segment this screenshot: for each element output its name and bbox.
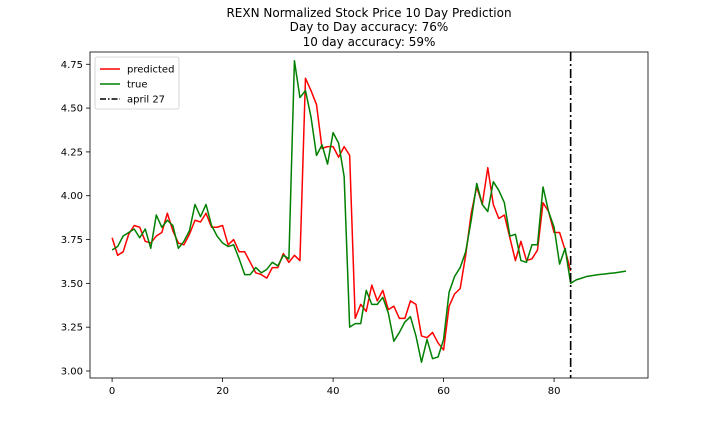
legend: predicted true april 27 — [94, 56, 180, 110]
legend-label-april-27: april 27 — [127, 95, 165, 106]
x-tick-label: 0 — [109, 386, 115, 397]
chart-title-line-3: 10 day accuracy: 59% — [303, 35, 436, 49]
x-tick-label: 80 — [548, 386, 561, 397]
legend-label-predicted: predicted — [127, 65, 174, 76]
chart-title-line-2: Day to Day accuracy: 76% — [290, 20, 449, 34]
y-tick-label: 3.25 — [61, 323, 83, 334]
y-tick-label: 4.00 — [61, 191, 83, 202]
y-tick-label: 4.75 — [61, 60, 83, 71]
y-tick-label: 4.50 — [61, 104, 83, 115]
x-tick-label: 60 — [437, 386, 450, 397]
y-tick-label: 4.25 — [61, 147, 83, 158]
y-tick-label: 3.00 — [61, 366, 83, 377]
series-line-true — [111, 60, 627, 363]
y-tick-label: 3.75 — [61, 235, 83, 246]
series-line-predicted — [111, 77, 572, 351]
chart-title-line-1: REXN Normalized Stock Price 10 Day Predi… — [226, 6, 511, 20]
x-tick-label: 40 — [327, 386, 340, 397]
axes: 0 20 40 60 80 3.00 3.25 3.50 3.75 4.00 4.25 4.50 4.7… — [61, 51, 649, 397]
y-tick-label: 3.50 — [61, 279, 83, 290]
axes-frame — [89, 51, 649, 379]
x-tick-label: 20 — [216, 386, 229, 397]
chart-title: REXN Normalized Stock Price 10 Day Predi… — [226, 6, 511, 49]
plot-area — [111, 52, 627, 378]
legend-box — [94, 56, 180, 110]
legend-label-true: true — [127, 80, 148, 91]
